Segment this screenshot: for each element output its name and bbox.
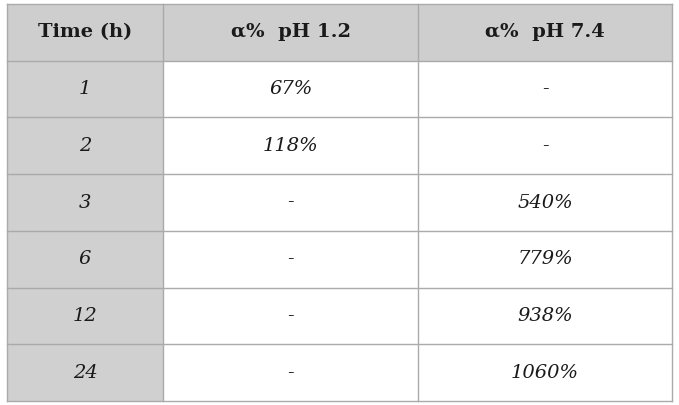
Bar bbox=[163, 117, 418, 174]
Text: 2: 2 bbox=[79, 137, 91, 155]
Bar bbox=[418, 4, 672, 61]
Text: 118%: 118% bbox=[263, 137, 318, 155]
Text: 1: 1 bbox=[79, 80, 91, 98]
Text: 6: 6 bbox=[79, 250, 91, 268]
Bar bbox=[7, 4, 163, 61]
Text: -: - bbox=[542, 137, 549, 155]
Bar bbox=[7, 117, 163, 174]
Text: α%  pH 7.4: α% pH 7.4 bbox=[485, 23, 605, 41]
Bar bbox=[418, 288, 672, 344]
Text: 3: 3 bbox=[79, 194, 91, 211]
Text: -: - bbox=[542, 80, 549, 98]
Text: 938%: 938% bbox=[517, 307, 573, 325]
Bar bbox=[418, 61, 672, 117]
Bar bbox=[7, 61, 163, 117]
Text: -: - bbox=[287, 364, 294, 382]
Bar bbox=[418, 117, 672, 174]
Text: -: - bbox=[287, 194, 294, 211]
Bar bbox=[418, 231, 672, 288]
Bar bbox=[163, 288, 418, 344]
Bar bbox=[7, 231, 163, 288]
Bar bbox=[163, 231, 418, 288]
Text: 1060%: 1060% bbox=[511, 364, 579, 382]
Bar bbox=[163, 174, 418, 231]
Bar bbox=[163, 61, 418, 117]
Bar bbox=[163, 344, 418, 401]
Bar bbox=[163, 4, 418, 61]
Bar bbox=[7, 174, 163, 231]
Bar bbox=[418, 174, 672, 231]
Bar bbox=[418, 344, 672, 401]
Text: 67%: 67% bbox=[269, 80, 312, 98]
Text: 540%: 540% bbox=[517, 194, 573, 211]
Text: Time (h): Time (h) bbox=[38, 23, 132, 41]
Text: α%  pH 1.2: α% pH 1.2 bbox=[231, 23, 350, 41]
Text: -: - bbox=[287, 250, 294, 268]
Bar bbox=[7, 288, 163, 344]
Text: 24: 24 bbox=[73, 364, 97, 382]
Text: -: - bbox=[287, 307, 294, 325]
Text: 779%: 779% bbox=[517, 250, 573, 268]
Bar bbox=[7, 344, 163, 401]
Text: 12: 12 bbox=[73, 307, 97, 325]
